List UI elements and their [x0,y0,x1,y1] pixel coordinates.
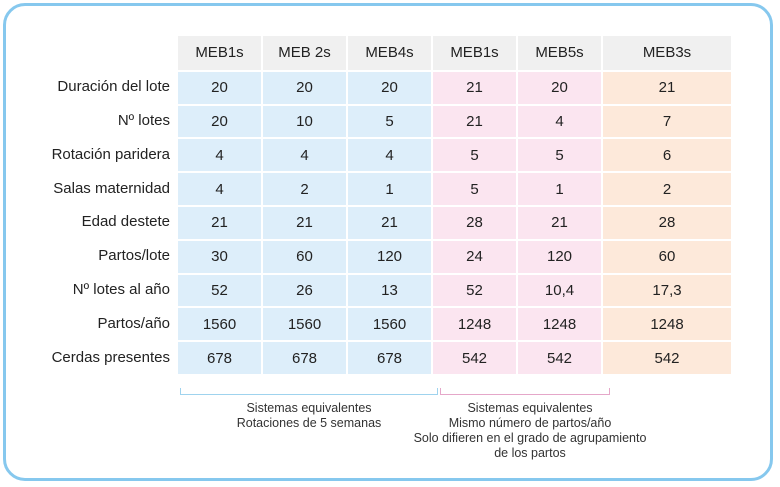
table-cell: 1560 [263,306,348,341]
note-line: Rotaciones de 5 semanas [236,416,382,430]
table-cell: 20 [348,69,433,104]
table-cell: 10,4 [518,272,603,307]
table-cell: 21 [603,69,733,104]
table-cell: 542 [518,340,603,374]
table-cell: 1248 [433,306,518,341]
table-cell: 4 [178,171,263,205]
table-cell: 60 [603,238,733,273]
column-header: MEB5s [518,36,603,70]
table-cell: 52 [433,272,518,307]
table-cell: 21 [263,204,348,239]
header-corner [0,36,178,70]
table-cell: 2 [263,171,348,205]
table-cell: 10 [263,103,348,138]
row-label: Rotación paridera [51,145,170,163]
row-label: Salas maternidad [53,179,170,197]
row-label: Partos/lote [98,247,170,265]
table-cell: 52 [178,272,263,307]
table-cell: 60 [263,238,348,273]
table-cell: 542 [603,340,733,374]
column-header: MEB3s [603,36,733,70]
row-label: Nº lotes [117,111,170,129]
table-cell: 542 [433,340,518,374]
note-line: Sistemas equivalentes [246,401,372,415]
rounded-frame [3,3,773,481]
table-cell: 6 [603,137,733,172]
row-label: Nº lotes al año [72,280,170,298]
table-cell: 678 [348,340,433,374]
note-line: Mismo número de partos/año [448,416,612,430]
table-cell: 20 [263,69,348,104]
note-line: Solo difieren en el grado de agrupamient… [413,431,647,445]
row-label: Edad destete [81,213,170,231]
table-cell: 17,3 [603,272,733,307]
row-label: Partos/año [97,314,170,332]
table-cell: 21 [178,204,263,239]
table-cell: 20 [178,103,263,138]
table-cell: 20 [518,69,603,104]
table-cell: 21 [348,204,433,239]
table-cell: 1560 [178,306,263,341]
table-cell: 4 [178,137,263,172]
table-cell: 28 [603,204,733,239]
column-header: MEB1s [178,36,263,70]
note-line: de los partos [494,446,566,460]
table-cell: 1248 [603,306,733,341]
table-cell: 21 [518,204,603,239]
table-cell: 120 [348,238,433,273]
table-cell: 5 [348,103,433,138]
table-cell: 678 [178,340,263,374]
row-label: Duración del lote [57,78,170,96]
table-cell: 26 [263,272,348,307]
row-label: Cerdas presentes [51,348,170,366]
table-cell: 20 [178,69,263,104]
group-note-2: Sistemas equivalentes Mismo número de pa… [400,401,660,461]
table-cell: 21 [433,103,518,138]
table-cell: 30 [178,238,263,273]
comparison-table: MEB1s MEB 2s MEB4s MEB1s MEB5s MEB3s Duración … [0,36,733,374]
table-cell: 5 [518,137,603,172]
table-cell: 678 [263,340,348,374]
table-cell: 4 [348,137,433,172]
table-cell: 1 [348,171,433,205]
column-header: MEB4s [348,36,433,70]
column-header: MEB1s [433,36,518,70]
table-cell: 1248 [518,306,603,341]
table-cell: 120 [518,238,603,273]
note-line: Sistemas equivalentes [467,401,593,415]
group-bracket-blue [180,388,438,395]
table-cell: 5 [433,137,518,172]
column-header: MEB 2s [263,36,348,70]
table-cell: 5 [433,171,518,205]
table-cell: 1560 [348,306,433,341]
table-cell: 4 [518,103,603,138]
table-cell: 7 [603,103,733,138]
table-cell: 21 [433,69,518,104]
table-cell: 4 [263,137,348,172]
table-cell: 13 [348,272,433,307]
table-cell: 28 [433,204,518,239]
table-cell: 24 [433,238,518,273]
group-note-1: Sistemas equivalentes Rotaciones de 5 se… [180,401,438,431]
group-bracket-pink [440,388,610,395]
table-cell: 2 [603,171,733,205]
table-cell: 1 [518,171,603,205]
